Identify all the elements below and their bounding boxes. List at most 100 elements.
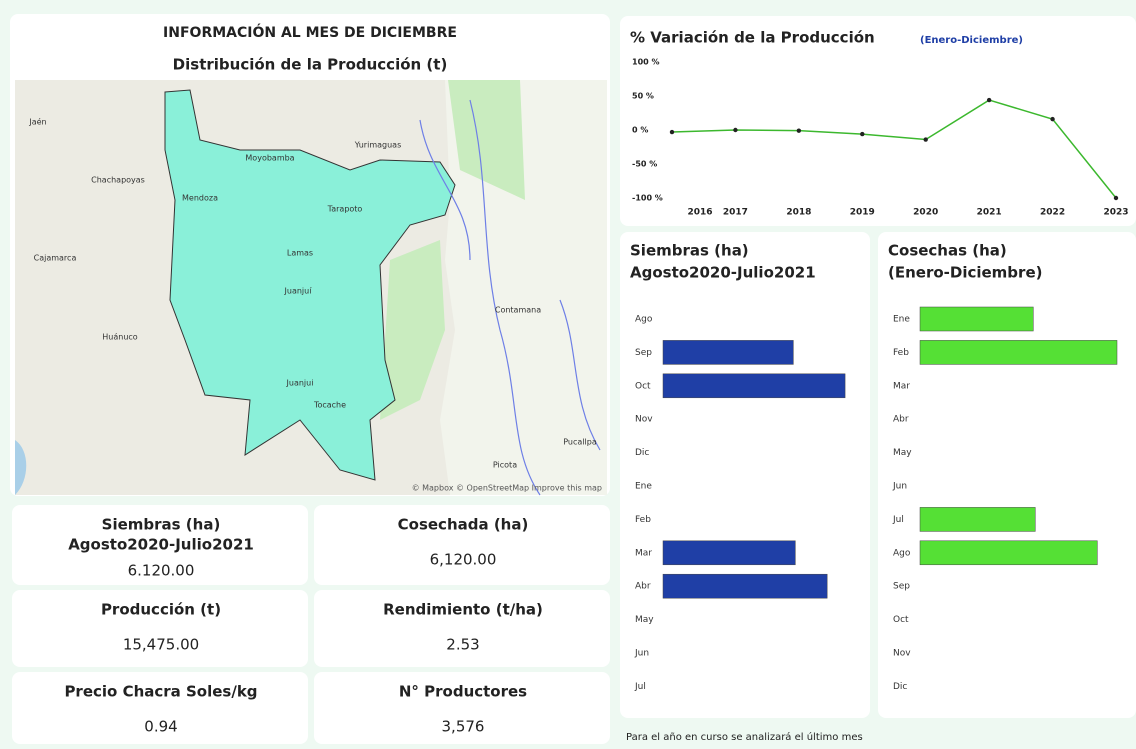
- kpi-value: 0.94: [144, 718, 177, 736]
- map-reserve: [380, 80, 525, 420]
- category-label: Ago: [893, 548, 911, 558]
- y-tick-label: -50 %: [632, 160, 657, 169]
- category-label: Nov: [893, 649, 911, 659]
- x-tick-label: 2016: [687, 208, 712, 218]
- category-label: Oct: [635, 381, 651, 391]
- kpi-value: 6.120.00: [128, 562, 195, 580]
- bar: [919, 507, 1036, 532]
- map-place-label: Cajamarca: [34, 254, 77, 263]
- y-tick-label: -100 %: [632, 194, 663, 203]
- kpi-value: 2.53: [446, 636, 479, 654]
- category-label: Ene: [635, 482, 652, 492]
- chart-subtitle: (Enero-Diciembre): [920, 35, 1023, 46]
- map-place-label: Tocache: [313, 401, 346, 410]
- map-place-label: Juanjui: [286, 379, 314, 388]
- category-label: Ene: [893, 315, 910, 325]
- bar: [662, 373, 846, 399]
- map-place-label: Juanjuí: [284, 287, 313, 296]
- category-label: Jul: [634, 682, 646, 692]
- map-place-label: Moyobamba: [245, 154, 294, 163]
- x-tick-label: 2022: [1040, 208, 1065, 218]
- y-tick-label: 0 %: [632, 126, 648, 135]
- category-label: Feb: [893, 348, 909, 358]
- bar: [662, 340, 794, 365]
- map-place-label: Lamas: [287, 249, 313, 258]
- category-label: Ago: [635, 315, 653, 325]
- x-tick-label: 2023: [1103, 208, 1128, 218]
- chart-title: Cosechas (ha): [888, 242, 1007, 260]
- point: [986, 97, 992, 103]
- cosechas-panel: [878, 232, 1136, 718]
- map-place-label: Mendoza: [182, 194, 218, 203]
- bar: [919, 540, 1098, 566]
- category-label: Jun: [892, 482, 907, 492]
- line: [671, 99, 1117, 199]
- kpi-card: [314, 505, 610, 585]
- kpi-label: Producción (t): [101, 601, 221, 619]
- category-label: May: [893, 448, 912, 458]
- chart-title: % Variación de la Producción: [630, 29, 875, 47]
- map: © Mapbox © OpenStreetMap Improve this ma…: [15, 80, 607, 496]
- kpi-value: 3,576: [442, 718, 485, 736]
- category-label: May: [635, 615, 654, 625]
- region-san-martin: [164, 89, 456, 481]
- map-rivers: [419, 99, 601, 496]
- bar: [662, 573, 828, 599]
- map-place-label: Chachapoyas: [91, 176, 145, 185]
- map-lowland: [440, 80, 607, 495]
- category-label: Dic: [635, 448, 649, 458]
- point: [669, 129, 675, 135]
- chart-title: (Enero-Diciembre): [888, 264, 1042, 282]
- kpi-value: 15,475.00: [123, 636, 199, 654]
- category-label: Sep: [635, 348, 652, 358]
- point: [796, 128, 802, 133]
- point: [860, 131, 865, 137]
- siembras-panel: [620, 232, 870, 718]
- x-tick-label: 2019: [850, 208, 875, 218]
- map-place-label: Jaén: [28, 117, 46, 127]
- x-tick-label: 2018: [786, 208, 811, 218]
- category-label: Abr: [635, 582, 651, 592]
- category-label: Jul: [892, 515, 904, 525]
- y-tick-label: 100 %: [632, 58, 660, 67]
- kpi-card: [314, 590, 610, 667]
- kpi-label: Precio Chacra Soles/kg: [64, 683, 257, 701]
- line-panel: [620, 16, 1136, 226]
- kpi-card: [314, 672, 610, 744]
- kpi-value: 6,120.00: [430, 551, 497, 569]
- x-tick-label: 2021: [977, 208, 1002, 218]
- kpi-label: Rendimiento (t/ha): [383, 601, 543, 619]
- map-place-label: Pucallpa: [563, 438, 597, 447]
- category-label: Mar: [893, 381, 910, 391]
- map-place-label: Contamana: [495, 306, 541, 315]
- point: [1113, 195, 1119, 201]
- bar: [662, 540, 796, 566]
- header-title: INFORMACIÓN AL MES DE DICIEMBRE: [163, 23, 457, 41]
- kpi-card: [12, 672, 308, 744]
- category-label: Nov: [635, 415, 653, 425]
- chart-title: Siembras (ha): [630, 242, 749, 260]
- bar: [919, 306, 1034, 332]
- chart-title: Agosto2020-Julio2021: [630, 264, 816, 282]
- map-place-label: Yurimaguas: [354, 141, 401, 150]
- x-tick-label: 2020: [913, 208, 938, 218]
- bar: [919, 340, 1118, 365]
- point: [733, 127, 738, 133]
- category-label: Feb: [635, 515, 651, 525]
- category-label: Mar: [635, 548, 652, 558]
- map-attribution: © Mapbox © OpenStreetMap Improve this ma…: [412, 484, 602, 493]
- category-label: Oct: [893, 615, 909, 625]
- map-place-label: Tarapoto: [327, 205, 363, 214]
- kpi-card: [12, 590, 308, 667]
- category-label: Dic: [893, 682, 907, 692]
- kpi-label: N° Productores: [399, 683, 527, 701]
- map-title: Distribución de la Producción (t): [173, 56, 448, 74]
- kpi-card: [12, 505, 308, 585]
- category-label: Jun: [634, 649, 649, 659]
- map-place-label: Picota: [493, 461, 517, 470]
- kpi-label: Siembras (ha): [102, 516, 221, 534]
- map-place-label: Huánuco: [102, 333, 138, 342]
- footnote: Para el año en curso se analizará el últ…: [626, 731, 863, 743]
